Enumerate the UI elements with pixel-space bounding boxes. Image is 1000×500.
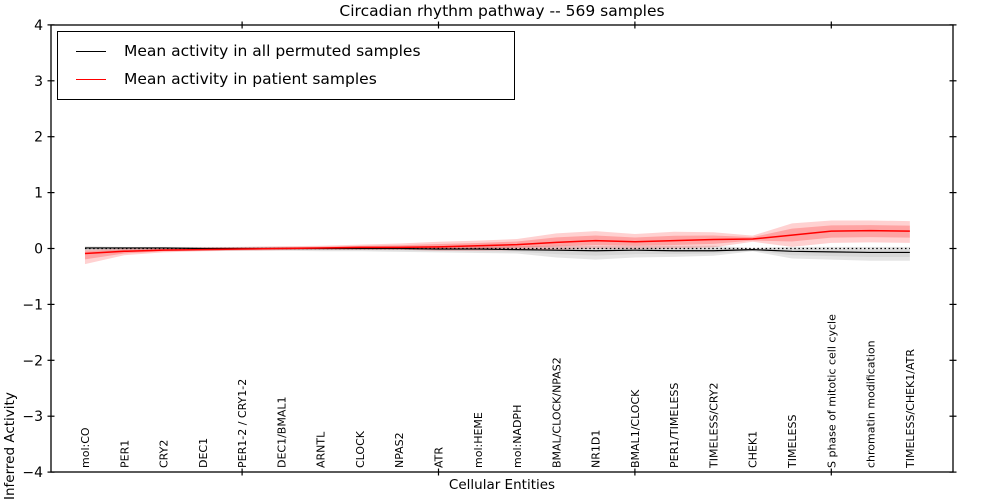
x-category-labels: mol:CO PER1 CRY2 DEC1 PER1-2 / CRY1-2 DEC1/BM… xyxy=(79,314,917,469)
x-category-label: CRY2 xyxy=(158,440,171,468)
x-category-label: PER1/TIMELESS xyxy=(668,383,681,468)
x-category-label: TIMELESS/CRY2 xyxy=(707,383,720,470)
y-tick-label: −3 xyxy=(22,409,43,425)
band-outer-permuted xyxy=(84,245,910,261)
legend-label: Mean activity in all permuted samples xyxy=(124,42,421,60)
series-lines xyxy=(84,229,910,255)
y-tick-label: −4 xyxy=(22,465,43,481)
x-category-label: chromatin modification xyxy=(865,340,878,468)
y-tick-label: −1 xyxy=(22,297,43,313)
y-tick-label: 3 xyxy=(34,74,43,90)
x-category-label: DEC1 xyxy=(197,438,210,468)
y-tick-label: −2 xyxy=(22,353,43,369)
x-category-label: NR1D1 xyxy=(590,430,603,468)
y-tick-label: 0 xyxy=(34,242,43,258)
x-category-label: ATR xyxy=(433,447,446,468)
x-category-label: BMAL/CLOCK/NPAS2 xyxy=(550,357,563,468)
x-category-label: TIMELESS xyxy=(786,415,799,469)
band-inner-permuted xyxy=(84,247,910,258)
x-category-label: PER1 xyxy=(118,440,131,468)
band-outer-patient xyxy=(84,220,910,265)
x-category-label: BMAL1/CLOCK xyxy=(629,389,642,468)
mean-line-permuted xyxy=(84,247,910,254)
legend-item: Mean activity in patient samples xyxy=(58,65,514,93)
x-category-label: mol:NADPH xyxy=(511,405,524,468)
legend-line-sample-permuted xyxy=(76,50,106,52)
legend-item: Mean activity in all permuted samples xyxy=(58,37,514,65)
legend-label: Mean activity in patient samples xyxy=(124,70,377,88)
y-axis-label: Inferred Activity xyxy=(2,392,18,500)
x-category-label: TIMELESS/CHEK1/ATR xyxy=(904,349,917,469)
x-category-label: PER1-2 / CRY1-2 xyxy=(236,379,249,468)
x-axis-label: Cellular Entities xyxy=(448,477,556,493)
y-tick-label: 1 xyxy=(34,186,43,202)
x-category-label: mol:HEME xyxy=(472,412,485,468)
legend-line-sample-patient xyxy=(76,78,106,80)
band-inner-patient xyxy=(84,225,910,260)
y-tick-label: 4 xyxy=(34,18,43,34)
x-category-label: mol:CO xyxy=(79,427,92,468)
y-tick-label: 2 xyxy=(34,130,43,146)
x-category-label: S phase of mitotic cell cycle xyxy=(825,314,838,468)
x-category-label: CHEK1 xyxy=(747,431,760,468)
chart-title: Circadian rhythm pathway -- 569 samples xyxy=(339,2,665,20)
x-category-label: DEC1/BMAL1 xyxy=(275,397,288,469)
x-category-label: NPAS2 xyxy=(393,432,406,468)
mean-line-patient xyxy=(84,229,910,255)
x-category-label: ARNTL xyxy=(315,431,328,468)
confidence-bands xyxy=(84,220,910,265)
axes: −4 −3 −2 −1 0 1 2 3 4 xyxy=(22,18,957,481)
x-category-label: CLOCK xyxy=(354,430,367,468)
legend: Mean activity in all permuted samples Me… xyxy=(57,31,515,100)
